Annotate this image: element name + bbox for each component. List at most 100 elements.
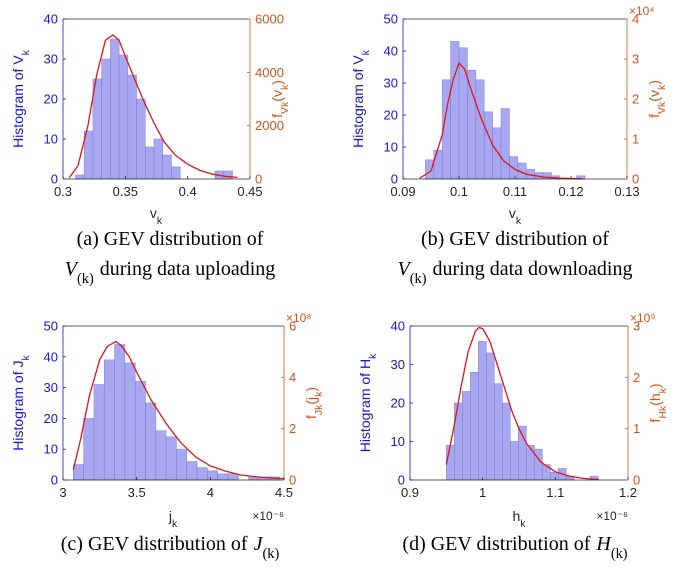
y-left-tick-label: 20 [384,108,398,123]
y-right-axis-label: fHk(hk) [647,383,669,422]
y-left-axis-label: Histogram of Hk [357,353,379,452]
x-tick-label: 3.5 [128,485,146,500]
caption-line2-text: during data downloading [433,258,633,280]
y-right-label-group: fJk(jk) [303,387,325,419]
x-tick-label: 0.9 [401,485,419,500]
histogram-bars [425,41,586,180]
histogram-bar [207,470,219,481]
histogram-bar [162,154,172,180]
histogram-bar [493,383,503,481]
histogram-bar [165,436,177,481]
x-tick-label: 0.11 [503,184,527,199]
pdf-curve [419,61,583,180]
histogram-bar [433,149,443,180]
panel-b: 0.09 0.1 0.11 0.12 0.130102030405001234vkHis… [350,4,668,287]
histogram-bar [470,371,479,481]
x-tick-label: 1 [479,485,486,500]
y-right-tick-label: 2000 [255,118,284,133]
histogram-bar [483,111,493,180]
y-left-tick-label: 0 [398,473,405,488]
x-tick-label: 4 [207,485,214,500]
caption-line1-text: (c) GEV distribution of [61,533,248,555]
y-left-tick-label: 20 [391,396,405,411]
y-left-tick-label: 0 [51,473,58,488]
histogram-bar [485,352,495,481]
y-right-tick-label: 2 [632,92,639,107]
histogram-bar [171,166,181,180]
y-left-tick-label: 40 [384,44,398,59]
y-left-tick-label: 20 [44,411,58,426]
x-axis-label: hk [512,508,526,530]
y-left-tick-label: 20 [44,92,58,107]
histogram-bar [467,69,477,180]
y-left-tick-label: 30 [44,52,58,67]
y-left-axis-label: Histogram of Vk [10,49,32,148]
y-right-tick-label: 1 [633,421,640,436]
histogram-bar [144,146,155,180]
histogram-bar [145,402,157,481]
y-right-axis-label: fVk(vk) [646,80,668,118]
y-left-label-group: Histogram of Hk [357,353,379,452]
y-left-tick-label: 30 [44,380,58,395]
histogram-bar [475,79,485,180]
y-left-tick-label: 40 [44,12,58,27]
y-left-tick-label: 10 [44,132,58,147]
x-tick-label: 1.2 [619,485,637,500]
histogram-bar [500,108,510,180]
x-tick-label: 0.12 [558,184,583,199]
y-right-tick-label: 6 [289,319,296,334]
histogram-bar [217,473,229,481]
y-right-tick-label: 2 [289,421,296,436]
histogram-bar [73,464,84,481]
histogram-bar [196,467,208,481]
y-right-tick-label: 4 [632,12,639,27]
y-right-tick-label: 0 [632,172,639,187]
x-exponent: ×10⁻⁶ [252,509,284,523]
y-left-tick-label: 10 [44,442,58,457]
histogram-bar [92,78,102,180]
histogram-bar [75,174,85,180]
x-tick-label: 0.3 [54,184,72,199]
caption-line1: (d) GEV distribution of H(k) [402,533,627,562]
histogram-bars [446,341,599,481]
y-right-tick-label: 3 [632,52,639,67]
pdf-curve [68,34,238,179]
y-right-exponent: ×10⁴ [629,4,655,18]
histogram-bar [153,138,164,180]
panel-a: 0.3 0.35 0.4 0.450102030400200040006000vkHi… [10,12,291,288]
x-tick-label: 4.5 [275,485,293,500]
histogram-bar [136,98,146,180]
histogram-bar [114,344,126,481]
histogram-bar [176,448,188,481]
histogram-bar [478,341,487,481]
histogram-bar [492,127,502,180]
caption-line1: (a) GEV distribution of [77,228,264,250]
y-right-tick-label: 2 [633,370,640,385]
y-right-label-group: fHk(hk) [647,383,669,422]
caption-line1: (b) GEV distribution of [421,228,609,250]
caption-math-symbol: J(k) [254,533,280,562]
y-right-tick-label: 0 [289,473,296,488]
histogram-bars [75,38,233,180]
histogram-bar [533,448,543,481]
x-tick-label: 3 [59,485,66,500]
y-left-label-group: Histogram of Jk [10,355,32,451]
histogram-bar [425,159,435,180]
y-right-tick-label: 4 [289,370,296,385]
caption-line1-text: (d) GEV distribution of [402,533,590,555]
x-tick-label: 0.13 [614,184,639,199]
y-right-exponent: ×10⁹ [630,311,656,325]
y-left-tick-label: 30 [384,76,398,91]
caption-line1: (c) GEV distribution of J(k) [61,533,280,562]
x-axis-label: vk [150,205,163,227]
histogram-bar [186,461,198,481]
histogram-bar [223,170,233,180]
histogram-bar [127,74,137,180]
y-left-axis-label: Histogram of Jk [10,355,32,451]
histogram-bar [450,41,460,180]
caption-math-symbol: H(k) [595,533,627,562]
histogram-bar [110,38,120,180]
x-tick-label: 0.09 [390,184,415,199]
